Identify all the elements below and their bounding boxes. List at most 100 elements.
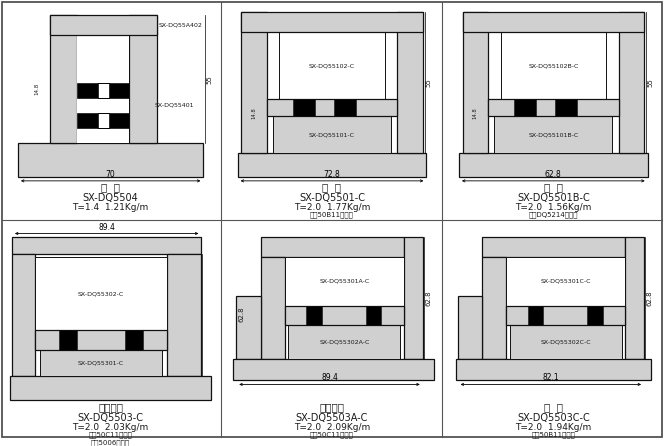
Text: 中国工业铝材十强: 中国工业铝材十强 — [365, 306, 472, 326]
Text: 门  框: 门 框 — [323, 182, 341, 192]
Text: （配50B11角码）: （配50B11角码） — [531, 432, 575, 438]
Text: SX-DQ55302C-C: SX-DQ55302C-C — [540, 340, 591, 345]
Text: SX-DQ55301-C: SX-DQ55301-C — [78, 360, 124, 365]
Bar — [625, 237, 644, 359]
Bar — [35, 330, 167, 350]
Text: 四川质量领军企业: 四川质量领军企业 — [365, 174, 472, 194]
Text: T=2.0  1.56Kg/m: T=2.0 1.56Kg/m — [515, 203, 592, 212]
Bar — [285, 306, 404, 325]
Bar — [463, 12, 488, 153]
Text: 门  框: 门 框 — [544, 182, 563, 192]
Bar — [366, 306, 381, 325]
Text: SX-DQ55101-C: SX-DQ55101-C — [309, 132, 355, 137]
Text: （配50C11角码）: （配50C11角码） — [89, 432, 133, 438]
Text: SX-DQ55302-C: SX-DQ55302-C — [78, 291, 124, 296]
Bar — [506, 306, 625, 325]
Text: （配50B11角码）: （配50B11角码） — [310, 212, 354, 219]
Text: SX-DQ5501-C: SX-DQ5501-C — [299, 193, 365, 203]
Text: 70: 70 — [106, 170, 116, 179]
Bar — [77, 35, 129, 143]
Text: SX-DQ55101B-C: SX-DQ55101B-C — [528, 132, 578, 137]
Bar — [167, 254, 201, 376]
Text: SX-DQ55102B-C: SX-DQ55102B-C — [528, 63, 578, 68]
Text: SX-DQ55301A-C: SX-DQ55301A-C — [319, 279, 370, 284]
Text: 外开门扇: 外开门扇 — [319, 402, 345, 412]
Bar — [306, 306, 322, 325]
Text: 62.8: 62.8 — [426, 291, 432, 306]
Text: 中  框: 中 框 — [101, 182, 120, 192]
Bar — [77, 113, 98, 128]
Text: T=2.0  1.94Kg/m: T=2.0 1.94Kg/m — [515, 423, 592, 432]
Bar — [463, 12, 644, 32]
Bar — [273, 116, 391, 153]
Bar — [40, 350, 162, 376]
Text: 62.8: 62.8 — [647, 291, 653, 306]
Text: 门  扇: 门 扇 — [544, 402, 563, 412]
Bar — [334, 99, 355, 116]
Text: （配5006角码）: （配5006角码） — [91, 439, 130, 446]
Text: 14.8: 14.8 — [34, 83, 39, 95]
Bar — [482, 257, 506, 359]
Bar — [619, 12, 644, 153]
Bar — [12, 254, 35, 376]
Bar — [404, 237, 423, 359]
Text: SX-DQ5503A-C: SX-DQ5503A-C — [296, 413, 368, 423]
Bar — [18, 143, 203, 177]
Bar — [58, 330, 77, 350]
Text: 62.8: 62.8 — [238, 307, 244, 322]
Text: 89.4: 89.4 — [321, 373, 338, 383]
Bar — [35, 257, 167, 330]
Text: SX-DQ5504: SX-DQ5504 — [83, 193, 139, 203]
Text: 中国建筑铝材二十强: 中国建筑铝材二十强 — [358, 240, 479, 260]
Bar — [109, 113, 129, 128]
Bar — [456, 359, 651, 380]
Text: 89.4: 89.4 — [98, 223, 115, 231]
Text: SX-DQ5503C-C: SX-DQ5503C-C — [517, 413, 590, 423]
Bar — [293, 99, 315, 116]
Bar — [482, 237, 625, 257]
Bar — [77, 83, 98, 98]
Bar — [236, 296, 260, 359]
Text: SX-DQ55301C-C: SX-DQ55301C-C — [540, 279, 591, 284]
Text: SX-DQ5503-C: SX-DQ5503-C — [78, 413, 143, 423]
Text: 14.8: 14.8 — [252, 107, 256, 119]
Text: 55: 55 — [647, 78, 653, 87]
Text: 14.8: 14.8 — [473, 107, 478, 119]
Bar — [457, 296, 482, 359]
Text: 55: 55 — [426, 78, 432, 87]
Text: SX-DQ5501B-C: SX-DQ5501B-C — [517, 193, 590, 203]
Bar — [12, 237, 201, 254]
Bar — [10, 376, 210, 400]
Bar — [285, 257, 404, 306]
Bar — [495, 116, 612, 153]
Bar — [587, 306, 603, 325]
Text: 82.1: 82.1 — [542, 373, 559, 383]
Text: 内开门扇: 内开门扇 — [98, 402, 123, 412]
Text: SX-DQ55A402: SX-DQ55A402 — [159, 23, 203, 28]
Text: T=1.4  1.21Kg/m: T=1.4 1.21Kg/m — [72, 203, 149, 212]
Bar — [397, 12, 423, 153]
Text: 62.8: 62.8 — [545, 170, 562, 179]
Bar — [50, 15, 157, 35]
Text: （配DQ5214角码）: （配DQ5214角码） — [529, 212, 578, 219]
Text: 55: 55 — [207, 75, 212, 83]
Bar — [267, 99, 397, 116]
Bar — [232, 359, 434, 380]
Bar — [528, 306, 543, 325]
Bar — [109, 83, 129, 98]
Bar — [241, 12, 267, 153]
Bar — [459, 153, 647, 177]
Text: SX-DQ55302A-C: SX-DQ55302A-C — [319, 340, 370, 345]
Text: （配50C11角码）: （配50C11角码） — [310, 432, 354, 438]
Text: SX-DQ55102-C: SX-DQ55102-C — [309, 63, 355, 68]
Text: 国家标准起草单位: 国家标准起草单位 — [365, 372, 472, 392]
Bar — [241, 12, 423, 32]
Bar — [288, 325, 400, 359]
Bar — [238, 153, 426, 177]
Bar — [514, 99, 536, 116]
Bar — [50, 15, 77, 143]
Bar — [280, 32, 384, 99]
Bar — [125, 330, 143, 350]
Bar — [129, 15, 157, 143]
Bar — [506, 257, 625, 306]
